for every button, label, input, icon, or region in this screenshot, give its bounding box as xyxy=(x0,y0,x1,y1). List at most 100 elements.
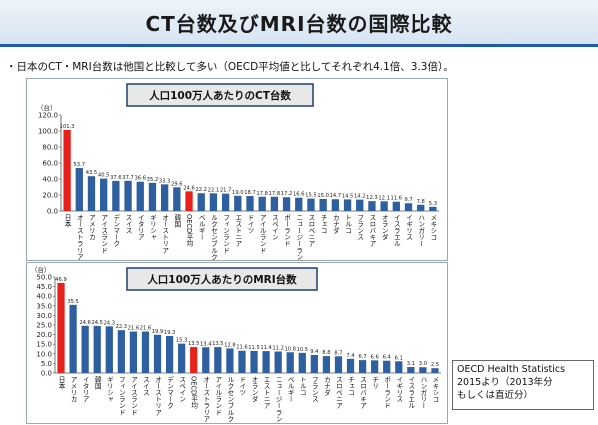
mri-value-label: 22.3 xyxy=(116,324,128,330)
mri-bar xyxy=(226,348,234,373)
mri-category-label: ドイツ xyxy=(238,376,246,396)
ct-y-tick-label: 40.0 xyxy=(42,176,58,184)
ct-category-label: ドイツ xyxy=(246,214,254,234)
ct-category-label: イギリス xyxy=(405,214,413,241)
mri-bar xyxy=(202,347,210,373)
ct-value-label: 11.6 xyxy=(391,196,403,202)
ct-value-label: 37.7 xyxy=(122,175,134,181)
mri-category-label: イギリス xyxy=(395,376,403,403)
mri-bar xyxy=(165,335,174,373)
ct-category-label: チェコ xyxy=(319,214,327,234)
mri-category-label: スイス xyxy=(141,376,149,396)
mri-category-label: イタリア xyxy=(81,376,89,403)
ct-category-label: アイスランド xyxy=(100,214,108,254)
ct-value-label: 17.2 xyxy=(281,191,293,197)
mri-bar xyxy=(214,347,222,373)
mri-category-label: オランダ xyxy=(250,376,258,403)
ct-category-label: オーストラリア xyxy=(75,214,83,260)
mri-value-label: 3.1 xyxy=(407,361,415,367)
ct-bar xyxy=(221,193,230,211)
mri-value-label: 3.0 xyxy=(419,361,427,367)
mri-bar xyxy=(250,350,258,373)
mri-bar xyxy=(358,360,367,373)
ct-bar xyxy=(185,191,193,211)
mri-category-label: スペイン xyxy=(178,376,186,403)
mri-y-unit: （台） xyxy=(31,265,51,274)
mri-bar xyxy=(395,361,403,373)
mri-category-label: ベルギー xyxy=(286,376,294,402)
mri-category-label: チェコ xyxy=(347,376,355,396)
ct-value-label: 18.7 xyxy=(244,190,256,196)
mri-bar xyxy=(322,356,331,373)
ct-category-label: OECD平均 xyxy=(185,214,193,247)
ct-bar xyxy=(75,168,83,211)
mri-bar xyxy=(419,367,427,373)
mri-bar xyxy=(190,347,198,373)
mri-value-label: 35.5 xyxy=(67,299,79,305)
ct-value-label: 37.6 xyxy=(110,175,122,181)
ct-value-label: 5.3 xyxy=(429,201,437,207)
mri-value-label: 19.3 xyxy=(164,330,176,336)
ct-value-label: 12.1 xyxy=(378,195,390,201)
mri-category-label: スロベニア xyxy=(334,376,342,409)
ct-bar xyxy=(331,199,340,211)
ct-category-label: アイルランド xyxy=(258,214,266,254)
mri-value-label: 12.8 xyxy=(224,342,236,348)
mri-category-label: スロバキア xyxy=(359,376,367,409)
ct-value-label: 16.6 xyxy=(293,192,305,198)
mri-value-label: 13.5 xyxy=(212,341,224,347)
ct-bar xyxy=(148,182,157,211)
mri-value-label: 6.6 xyxy=(371,354,379,360)
mri-value-label: 21.6 xyxy=(128,326,140,332)
ct-category-label: オランダ xyxy=(380,214,388,241)
ct-bar xyxy=(160,184,169,211)
mri-category-label: エストニア xyxy=(262,376,270,409)
mri-category-label: ポーランド xyxy=(383,376,391,409)
ct-bar xyxy=(197,193,205,211)
mri-bar xyxy=(57,282,65,373)
ct-y-tick-label: 20.0 xyxy=(42,192,58,200)
mri-category-label: ルクセンブルク xyxy=(226,376,234,422)
source-line-1: OECD Health Statistics xyxy=(457,364,566,375)
ct-y-tick-label: 60.0 xyxy=(42,160,58,168)
ct-value-label: 12.3 xyxy=(366,195,378,201)
mri-category-label: フィンランド xyxy=(117,376,125,416)
ct-chart-panel: （台） 0.0 20.0 40.0 60.0 80.0 100.0 120.0 101.3 日本 5… xyxy=(26,78,448,261)
mri-value-label: 10.8 xyxy=(284,346,296,352)
ct-bar xyxy=(392,201,400,211)
ct-value-label: 29.6 xyxy=(171,181,183,187)
mri-bar xyxy=(93,325,101,373)
ct-category-label: ルクセンブルク xyxy=(209,214,217,260)
mri-category-label: チリ xyxy=(371,376,379,390)
mri-y-tick-label: 20.0 xyxy=(36,331,52,339)
mri-category-label: OECD平均 xyxy=(190,376,198,409)
mri-bar xyxy=(407,367,415,373)
mri-y-tick-label: 45.0 xyxy=(36,283,52,291)
ct-y-tick-label: 0.0 xyxy=(47,208,58,216)
mri-bar xyxy=(431,368,439,373)
mri-value-label: 24.6 xyxy=(79,320,91,326)
mri-y-tick-label: 10.0 xyxy=(36,350,52,358)
mri-y-tick-label: 35.0 xyxy=(36,302,52,310)
ct-value-label: 14.7 xyxy=(330,193,342,199)
mri-value-label: 6.1 xyxy=(395,355,403,361)
mri-category-label: フランス xyxy=(310,376,318,403)
mri-bar xyxy=(105,326,113,373)
ct-category-label: スイス xyxy=(124,214,132,234)
ct-bar xyxy=(246,196,254,211)
ct-category-label: フィンランド xyxy=(222,214,230,254)
ct-value-label: 17.8 xyxy=(269,191,281,197)
ct-bar xyxy=(173,187,181,211)
mri-value-label: 15.3 xyxy=(176,338,188,344)
ct-bar xyxy=(417,204,425,211)
ct-bar xyxy=(368,201,376,211)
ct-bar xyxy=(343,199,352,211)
mri-category-label: デンマーク xyxy=(166,375,174,409)
ct-value-label: 53.7 xyxy=(74,162,86,168)
mri-bar xyxy=(141,331,150,373)
ct-value-label: 22.2 xyxy=(195,187,207,193)
ct-bar xyxy=(307,198,315,211)
ct-bar xyxy=(282,197,291,211)
source-note: OECD Health Statistics 2015より（2013年分 もしく… xyxy=(452,360,594,410)
mri-value-label: 10.5 xyxy=(297,347,309,353)
